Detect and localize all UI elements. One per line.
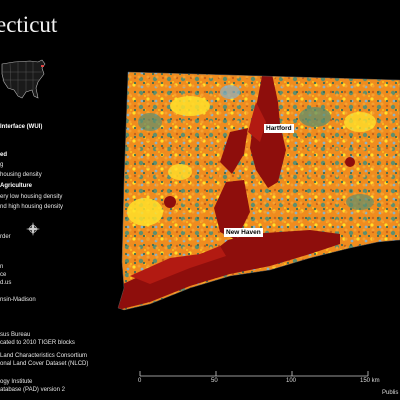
scale-bar <box>139 371 369 377</box>
legend-item: housing density <box>0 172 42 178</box>
credit-line: onal Land Cover Dataset (NLCD) <box>0 361 89 367</box>
publication-note: Publis <box>382 390 399 396</box>
us-locator-map <box>1 59 46 99</box>
credit-line: n <box>0 264 4 270</box>
connecticut-wui-map <box>117 71 400 311</box>
scale-tick-label: 0 <box>138 378 142 384</box>
credit-line: Land Characteristics Consortium <box>0 353 88 359</box>
connecticut-highlight <box>41 65 44 67</box>
legend-group1-heading: ed <box>0 152 8 158</box>
credit-line: ce <box>0 272 7 278</box>
credit-line: ogy Institute <box>0 379 33 385</box>
state-border <box>117 71 400 311</box>
map-title: ecticut <box>0 12 58 37</box>
city-label-new-haven: New Haven <box>224 228 263 237</box>
credit-line: sus Bureau <box>0 332 31 338</box>
legend-item: nd high housing density <box>0 204 64 210</box>
scale-tick-label: 100 <box>286 378 297 384</box>
scale-tick-label: 150 km <box>360 378 380 384</box>
credit-line: cated to 2010 TIGER blocks <box>0 340 75 346</box>
legend-wui-heading: Interface (WUI) <box>0 124 43 130</box>
credit-affiliation: nsin-Madison <box>0 297 36 303</box>
scale-tick-label: 50 <box>211 378 218 384</box>
city-label-hartford: Hartford <box>264 124 294 133</box>
legend-group2-heading: Agriculture <box>0 183 33 189</box>
legend-item: g <box>0 162 4 168</box>
credit-line: atabase (PAD) version 2 <box>0 387 65 393</box>
compass-icon <box>26 222 40 236</box>
legend-item: ery low housing density <box>0 194 63 200</box>
legend-border-label: rder <box>0 234 11 240</box>
credit-line: d.us <box>0 280 12 286</box>
